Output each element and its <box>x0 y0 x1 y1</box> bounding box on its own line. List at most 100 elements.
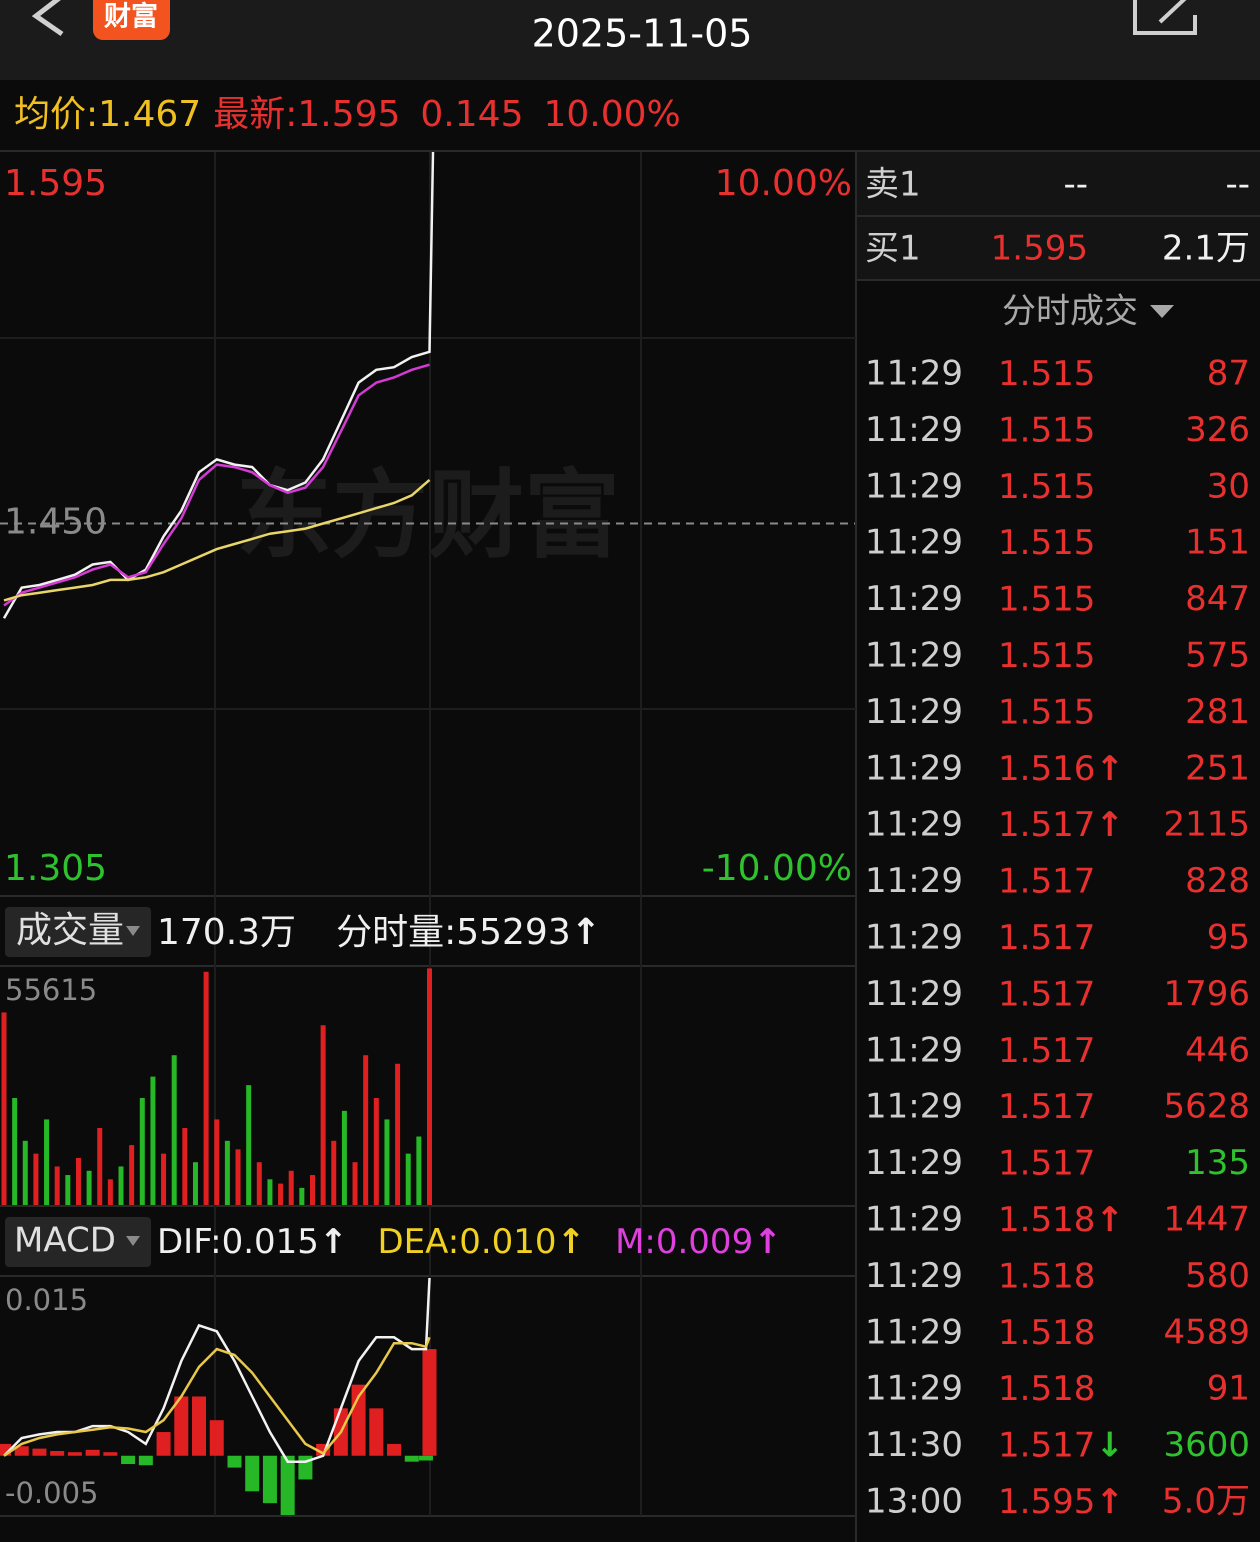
trade-price-cell: 1.518 <box>998 1256 1095 1296</box>
macd-bar <box>418 1455 433 1461</box>
macd-bar <box>316 1443 331 1456</box>
volume-bar <box>363 1055 369 1205</box>
avg-price: 1.467 <box>98 94 201 135</box>
volume-bar <box>416 1136 422 1205</box>
trade-time: 11:29 <box>865 974 963 1014</box>
trade-price: 1.517 <box>998 1143 1095 1183</box>
trade-price: 1.518 <box>998 1312 1095 1352</box>
m-label: M: <box>615 1222 656 1262</box>
volume-selector[interactable] <box>5 907 151 957</box>
trade-volume: 4589 <box>1163 1312 1250 1352</box>
trade-price-cell: 1.515 <box>998 523 1095 563</box>
trade-time: 11:29 <box>865 636 963 676</box>
trade-volume: 281 <box>1185 692 1250 732</box>
trade-volume: 5628 <box>1163 1087 1250 1127</box>
indicator-selector[interactable] <box>5 1217 151 1267</box>
trade-price-cell: 1.517 <box>998 918 1095 958</box>
trade-time: 11:29 <box>865 354 963 394</box>
volume-bar <box>107 1179 113 1205</box>
trade-price: 1.515 <box>998 410 1095 450</box>
m-dir: ↑ <box>753 1222 782 1262</box>
trade-row: 11:29 1.515 151 <box>865 523 1250 563</box>
macd-bar <box>85 1449 100 1456</box>
trade-row: 11:29 1.515 326 <box>865 410 1250 450</box>
macd-bar <box>404 1455 419 1462</box>
trade-dir: ↑ <box>1095 805 1124 845</box>
dropdown-icon <box>126 1236 140 1246</box>
volume-bar <box>331 1140 337 1205</box>
trade-volume: 847 <box>1185 579 1250 619</box>
trade-time: 11:29 <box>865 523 963 563</box>
buy-label: 买1 <box>865 229 921 269</box>
trade-price: 1.518 <box>998 1200 1095 1240</box>
trade-time: 11:29 <box>865 805 963 845</box>
trade-volume: 2115 <box>1163 805 1250 845</box>
trade-dir: ↑ <box>1095 1482 1124 1522</box>
macd-bar <box>245 1455 260 1492</box>
trade-time: 11:29 <box>865 918 963 958</box>
trade-time: 11:29 <box>865 410 963 450</box>
trade-price-cell: 1.517 <box>998 1087 1095 1127</box>
trade-price: 1.515 <box>998 692 1095 732</box>
trade-row: 11:29 1.515 87 <box>865 354 1250 394</box>
trade-price-cell: 1.517 <box>998 1143 1095 1183</box>
trade-row: 13:00 1.595↑ 5.0万 <box>865 1482 1250 1522</box>
trade-price: 1.518 <box>998 1256 1095 1296</box>
change: 0.145 <box>420 94 523 135</box>
volume-bar <box>299 1187 305 1205</box>
volume-bar <box>267 1179 273 1205</box>
y-tick-label: -0.005 <box>5 1476 99 1510</box>
last-label: 最新: <box>213 94 297 135</box>
trade-time: 11:29 <box>865 1369 963 1409</box>
trade-price-cell: 1.595↑ <box>998 1482 1124 1522</box>
volume-bar <box>427 968 432 1205</box>
macd-bar <box>227 1455 242 1468</box>
back-button[interactable] <box>31 0 64 37</box>
volume-bar <box>352 1162 358 1205</box>
trade-price: 1.517 <box>998 861 1095 901</box>
macd-info: DIF:0.015↑ DEA:0.010↑ M:0.009↑ <box>157 1222 782 1262</box>
volume-bar <box>405 1153 411 1205</box>
volume-total: 170.3万 <box>157 912 296 953</box>
y-tick-label: 1.305 <box>4 848 107 889</box>
volume-bar <box>139 1098 145 1205</box>
trade-price: 1.517 <box>998 805 1095 845</box>
trades-title[interactable]: 分时成交 <box>1002 292 1138 332</box>
trade-time: 11:29 <box>865 1143 963 1183</box>
trade-price-cell: 1.515 <box>998 354 1095 394</box>
trade-row: 11:29 1.517 5628 <box>865 1087 1250 1127</box>
volume-bar <box>150 1076 156 1205</box>
dropdown-icon <box>1150 305 1174 318</box>
trade-price: 1.515 <box>998 636 1095 676</box>
dea-value: 0.010 <box>459 1222 556 1262</box>
dif-value: 0.015 <box>222 1222 319 1262</box>
volume-bar <box>320 1025 326 1205</box>
series-line <box>2 151 435 619</box>
avg-label: 均价: <box>14 94 98 135</box>
trade-price: 1.517 <box>998 1030 1095 1070</box>
trade-price-cell: 1.518↑ <box>998 1200 1124 1240</box>
macd-bar <box>103 1452 118 1456</box>
trade-dir: ↓ <box>1095 1425 1124 1465</box>
trade-volume: 151 <box>1185 523 1250 563</box>
macd-bar <box>369 1408 384 1456</box>
trade-price-cell: 1.518 <box>998 1312 1095 1352</box>
latest-dir: ↑ <box>571 912 601 953</box>
series-line <box>3 363 430 607</box>
trade-volume: 326 <box>1185 410 1250 450</box>
volume-bar <box>118 1166 124 1205</box>
trade-time: 11:29 <box>865 861 963 901</box>
volume-bar <box>75 1157 81 1205</box>
volume-bar <box>192 1162 198 1205</box>
trade-price: 1.595 <box>998 1482 1095 1522</box>
sell-price: -- <box>1063 165 1088 205</box>
share-button[interactable] <box>1133 0 1197 35</box>
volume-bar <box>224 1140 230 1205</box>
volume-bar <box>246 1085 252 1205</box>
trade-row: 11:29 1.515 847 <box>865 579 1250 619</box>
trade-row: 11:29 1.515 30 <box>865 466 1250 506</box>
trade-time: 11:29 <box>865 1256 963 1296</box>
macd-bar <box>422 1349 437 1456</box>
badge-text: 财富 <box>104 1 158 33</box>
